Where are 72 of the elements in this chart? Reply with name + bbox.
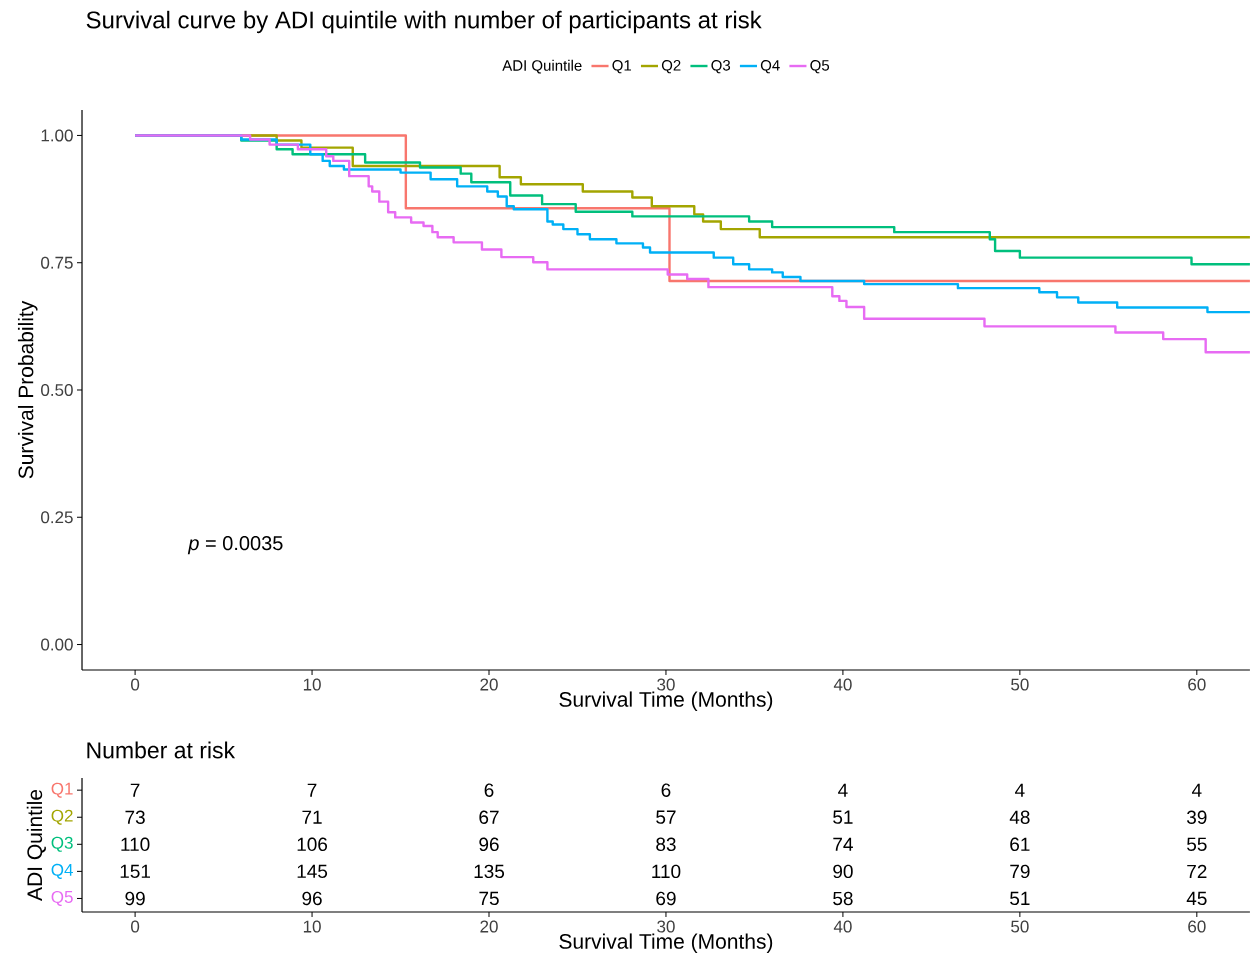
y-axis-title: ADI Quintile xyxy=(26,789,46,901)
x-tick-label: 40 xyxy=(833,920,852,933)
x-tick-label: 10 xyxy=(303,678,321,691)
x-tick-label: 60 xyxy=(1188,678,1206,691)
data-label: 51 xyxy=(833,810,853,824)
data-label: 96 xyxy=(302,891,322,906)
legend-label: Q2 xyxy=(661,60,681,74)
x-tick-label: 40 xyxy=(833,678,852,691)
x-tick-label: 20 xyxy=(480,920,498,933)
x-tick-label: 20 xyxy=(480,678,498,691)
data-label: 96 xyxy=(479,837,499,852)
chart-title: Number at risk xyxy=(87,741,236,759)
y-tick-label: Q3 xyxy=(51,836,73,852)
legend-label: Q1 xyxy=(612,60,632,74)
y-tick-label: Q4 xyxy=(51,863,73,879)
data-label: 75 xyxy=(479,891,499,906)
chart-title: Survival curve by ADI quintile with number of participants at risk xyxy=(86,10,762,34)
data-label: 79 xyxy=(1010,864,1030,879)
annotation: p = 0.0035 xyxy=(187,536,283,555)
data-label: 51 xyxy=(1010,891,1030,906)
data-label: 61 xyxy=(1010,837,1030,852)
data-label: 4 xyxy=(1015,783,1025,797)
data-label: 90 xyxy=(833,864,853,879)
legend-label: Q4 xyxy=(760,60,780,74)
data-label: 73 xyxy=(125,810,145,824)
data-label: 110 xyxy=(121,837,150,852)
data-label: 71 xyxy=(302,810,322,824)
data-label: 99 xyxy=(125,891,145,906)
data-label: 69 xyxy=(656,891,676,906)
x-tick-label: 60 xyxy=(1188,920,1206,933)
data-label: 7 xyxy=(130,783,140,797)
data-label: 57 xyxy=(656,810,676,824)
data-label: 151 xyxy=(120,864,150,879)
x-axis-title: Survival Time (Months) xyxy=(559,933,773,953)
data-label: 106 xyxy=(297,837,328,852)
data-label: 135 xyxy=(474,864,505,879)
y-tick-label: 0.50 xyxy=(41,383,73,397)
y-tick-label: 0.25 xyxy=(41,511,73,524)
x-tick-label: 0 xyxy=(131,920,140,933)
y-axis-title: Survival Probability xyxy=(17,300,38,479)
x-tick-label: 50 xyxy=(1011,920,1029,933)
data-label: 72 xyxy=(1187,864,1207,879)
x-axis-title: Survival Time (Months) xyxy=(559,691,773,711)
y-tick-label: 1.00 xyxy=(41,129,73,142)
data-label: 4 xyxy=(1191,783,1202,797)
data-label: 55 xyxy=(1187,837,1207,851)
legend-label: Q3 xyxy=(711,60,731,74)
x-tick-label: 50 xyxy=(1011,678,1029,691)
data-label: 6 xyxy=(484,783,494,797)
legend-title: ADI Quintile xyxy=(502,59,582,74)
x-tick-label: 30 xyxy=(657,920,675,933)
y-tick-label: Q2 xyxy=(51,809,73,825)
data-label: 145 xyxy=(297,864,328,879)
data-label: 39 xyxy=(1186,810,1207,824)
data-label: 45 xyxy=(1186,891,1207,906)
legend-label: Q5 xyxy=(810,60,830,74)
x-tick-label: 0 xyxy=(131,678,140,691)
data-label: 83 xyxy=(656,837,676,852)
data-label: 58 xyxy=(833,891,853,906)
x-tick-label: 10 xyxy=(303,920,321,933)
data-label: 74 xyxy=(833,837,853,851)
data-label: 110 xyxy=(652,864,681,879)
x-tick-label: 30 xyxy=(657,678,675,691)
y-tick-label: 0.75 xyxy=(41,256,73,269)
y-tick-label: 0.00 xyxy=(41,638,73,651)
y-tick-label: Q5 xyxy=(51,890,73,906)
y-tick-label: Q1 xyxy=(51,782,73,798)
data-label: 48 xyxy=(1009,810,1030,824)
data-label: 67 xyxy=(479,810,499,824)
data-label: 4 xyxy=(838,783,848,797)
data-label: 6 xyxy=(661,783,671,797)
data-label: 7 xyxy=(307,783,317,797)
